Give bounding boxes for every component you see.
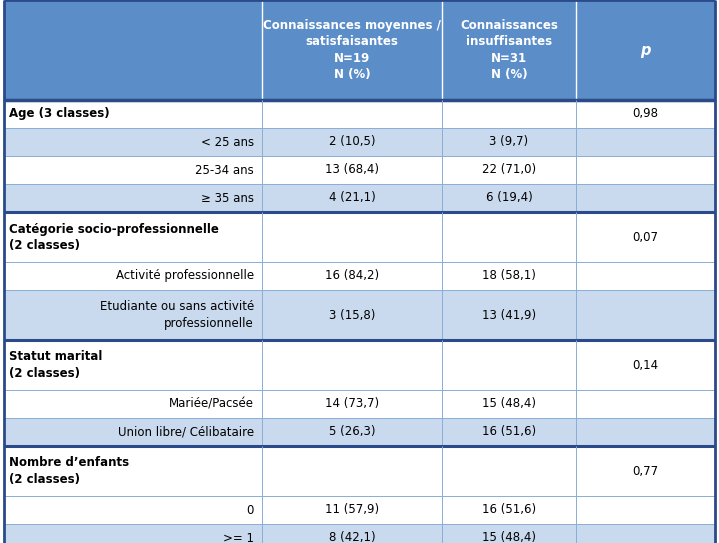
Text: 6 (19,4): 6 (19,4) xyxy=(485,192,532,205)
Text: 3 (15,8): 3 (15,8) xyxy=(329,308,375,321)
Text: 18 (58,1): 18 (58,1) xyxy=(482,269,536,282)
Text: Activité professionnelle: Activité professionnelle xyxy=(116,269,254,282)
Text: Catégorie socio-professionnelle
(2 classes): Catégorie socio-professionnelle (2 class… xyxy=(9,223,219,251)
Text: >= 1: >= 1 xyxy=(223,532,254,543)
Text: 14 (73,7): 14 (73,7) xyxy=(325,397,379,411)
Text: 0,07: 0,07 xyxy=(633,230,659,243)
Text: 13 (41,9): 13 (41,9) xyxy=(482,308,536,321)
Text: 2 (10,5): 2 (10,5) xyxy=(329,136,375,148)
Bar xyxy=(4,390,715,418)
Text: Union libre/ Célibataire: Union libre/ Célibataire xyxy=(118,426,254,439)
Text: 3 (9,7): 3 (9,7) xyxy=(490,136,528,148)
Text: 0,77: 0,77 xyxy=(633,464,659,477)
Text: Connaissances moyennes /
satisfaisantes
N=19
N (%): Connaissances moyennes / satisfaisantes … xyxy=(263,19,441,81)
Text: ≥ 35 ans: ≥ 35 ans xyxy=(201,192,254,205)
Text: < 25 ans: < 25 ans xyxy=(201,136,254,148)
Bar xyxy=(4,184,715,212)
Text: Age (3 classes): Age (3 classes) xyxy=(9,108,109,121)
Text: 11 (57,9): 11 (57,9) xyxy=(325,503,379,516)
Bar xyxy=(4,0,715,100)
Text: Etudiante ou sans activité
professionnelle: Etudiante ou sans activité professionnel… xyxy=(100,300,254,330)
Text: 16 (51,6): 16 (51,6) xyxy=(482,426,536,439)
Text: Connaissances
insuffisantes
N=31
N (%): Connaissances insuffisantes N=31 N (%) xyxy=(460,19,558,81)
Bar xyxy=(4,156,715,184)
Bar xyxy=(4,446,715,496)
Text: 0,98: 0,98 xyxy=(633,108,659,121)
Text: 15 (48,4): 15 (48,4) xyxy=(482,397,536,411)
Bar xyxy=(4,524,715,543)
Text: Statut marital
(2 classes): Statut marital (2 classes) xyxy=(9,350,102,380)
Text: Nombre d’enfants
(2 classes): Nombre d’enfants (2 classes) xyxy=(9,457,129,485)
Text: 0,14: 0,14 xyxy=(633,358,659,371)
Bar xyxy=(4,212,715,262)
Bar xyxy=(4,128,715,156)
Text: Mariée/Pacsée: Mariée/Pacsée xyxy=(169,397,254,411)
Text: 16 (51,6): 16 (51,6) xyxy=(482,503,536,516)
Bar xyxy=(4,262,715,290)
Text: 5 (26,3): 5 (26,3) xyxy=(329,426,375,439)
Text: 16 (84,2): 16 (84,2) xyxy=(325,269,379,282)
Bar xyxy=(4,100,715,128)
Bar xyxy=(4,290,715,340)
Text: 25-34 ans: 25-34 ans xyxy=(196,163,254,176)
Bar xyxy=(4,340,715,390)
Text: 8 (42,1): 8 (42,1) xyxy=(329,532,375,543)
Text: p: p xyxy=(640,42,651,58)
Text: 13 (68,4): 13 (68,4) xyxy=(325,163,379,176)
Text: 4 (21,1): 4 (21,1) xyxy=(329,192,375,205)
Text: 0: 0 xyxy=(247,503,254,516)
Bar xyxy=(4,496,715,524)
Text: 22 (71,0): 22 (71,0) xyxy=(482,163,536,176)
Text: 15 (48,4): 15 (48,4) xyxy=(482,532,536,543)
Bar xyxy=(4,418,715,446)
